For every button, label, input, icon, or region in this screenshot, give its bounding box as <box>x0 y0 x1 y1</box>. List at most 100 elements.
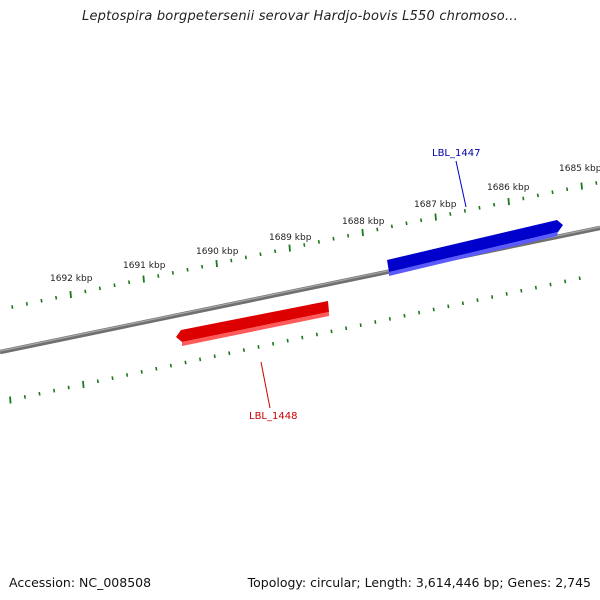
minor-tick <box>493 202 496 207</box>
minor-tick <box>126 373 129 377</box>
accession-label: Accession: NC_008508 <box>9 575 152 590</box>
tick-label: 1688 kbp <box>342 217 385 227</box>
minor-tick <box>476 298 479 303</box>
gene-lbl-1447-leader <box>455 160 467 208</box>
major-tick <box>69 291 72 299</box>
minor-tick <box>201 264 204 269</box>
minor-tick <box>155 366 158 371</box>
minor-tick <box>405 221 408 226</box>
minor-tick <box>347 233 350 238</box>
minor-tick <box>140 370 143 374</box>
major-tick <box>142 275 145 283</box>
minor-tick <box>259 252 262 257</box>
minor-tick <box>505 291 508 296</box>
minor-tick <box>463 209 466 213</box>
gene-lbl-1448[interactable] <box>176 301 329 346</box>
minor-tick <box>157 274 160 278</box>
minor-tick <box>491 295 494 299</box>
major-tick <box>434 213 437 221</box>
minor-tick <box>376 227 379 232</box>
major-tick <box>82 380 85 388</box>
minor-tick <box>55 295 58 300</box>
minor-tick <box>578 276 581 281</box>
minor-tick <box>549 282 552 287</box>
minor-tick <box>566 187 569 192</box>
major-tick <box>580 182 583 190</box>
minor-tick <box>332 236 335 241</box>
minor-tick <box>301 335 304 340</box>
major-tick <box>288 244 291 252</box>
tick-label: 1689 kbp <box>269 233 312 243</box>
minor-tick <box>286 338 289 343</box>
gene-lbl-1448-leader <box>260 361 271 409</box>
minor-tick <box>111 376 114 381</box>
minor-tick <box>98 286 101 291</box>
minor-tick <box>522 196 525 201</box>
minor-tick <box>23 394 26 399</box>
minor-tick <box>230 258 233 263</box>
map-title: Leptospira borgpetersenii serovar Hardjo… <box>82 9 518 24</box>
minor-tick <box>388 316 391 321</box>
minor-tick <box>272 341 275 346</box>
minor-tick <box>390 224 393 229</box>
minor-tick <box>595 181 598 185</box>
minor-tick <box>53 388 56 393</box>
minor-tick <box>40 298 43 303</box>
minor-tick <box>374 320 377 324</box>
minor-tick <box>315 332 318 337</box>
gene-lbl-1447-label: LBL_1447 <box>432 148 480 159</box>
minor-tick <box>38 391 41 396</box>
minor-tick <box>11 305 14 309</box>
minor-tick <box>432 307 435 312</box>
minor-tick <box>534 285 537 290</box>
minor-tick <box>25 302 28 306</box>
minor-tick <box>303 243 306 247</box>
minor-tick <box>171 271 174 275</box>
minor-tick <box>186 267 189 272</box>
minor-tick <box>447 304 450 309</box>
tick-label: 1687 kbp <box>414 200 457 210</box>
minor-tick <box>184 360 187 365</box>
minor-tick <box>84 289 87 294</box>
tick-row-outer <box>11 181 598 309</box>
minor-tick <box>345 326 348 331</box>
minor-tick <box>242 348 245 352</box>
tick-label: 1692 kbp <box>50 274 93 284</box>
minor-tick <box>461 301 464 306</box>
genome-summary: Topology: circular; Length: 3,614,446 bp… <box>247 575 591 590</box>
minor-tick <box>551 190 554 195</box>
minor-tick <box>213 354 216 359</box>
minor-tick <box>228 351 231 356</box>
minor-tick <box>257 345 260 349</box>
tick-label: 1686 kbp <box>487 183 530 193</box>
minor-tick <box>274 249 277 254</box>
major-tick <box>9 396 12 404</box>
minor-tick <box>169 363 172 368</box>
minor-tick <box>564 279 567 284</box>
tick-label: 1685 kbp <box>559 164 600 174</box>
major-tick <box>361 229 364 237</box>
minor-tick <box>359 323 362 327</box>
minor-tick <box>330 329 333 334</box>
gene-lbl-1447[interactable] <box>387 220 563 276</box>
minor-tick <box>96 379 99 384</box>
tick-label: 1691 kbp <box>123 261 166 271</box>
minor-tick <box>449 212 452 216</box>
minor-tick <box>536 193 539 198</box>
minor-tick <box>420 218 423 223</box>
tick-label: 1690 kbp <box>196 247 239 257</box>
minor-tick <box>199 357 202 362</box>
minor-tick <box>317 240 320 244</box>
major-tick <box>507 198 510 206</box>
minor-tick <box>403 313 406 318</box>
major-tick <box>215 260 218 268</box>
minor-tick <box>128 280 131 285</box>
gene-lbl-1448-label: LBL_1448 <box>249 411 297 422</box>
minor-tick <box>418 310 421 315</box>
tick-labels: 1692 kbp 1691 kbp 1690 kbp 1689 kbp 1688 kbp… <box>50 164 600 284</box>
tick-row-inner <box>9 276 581 404</box>
minor-tick <box>520 288 523 293</box>
minor-tick <box>478 205 481 210</box>
minor-tick <box>113 283 116 288</box>
